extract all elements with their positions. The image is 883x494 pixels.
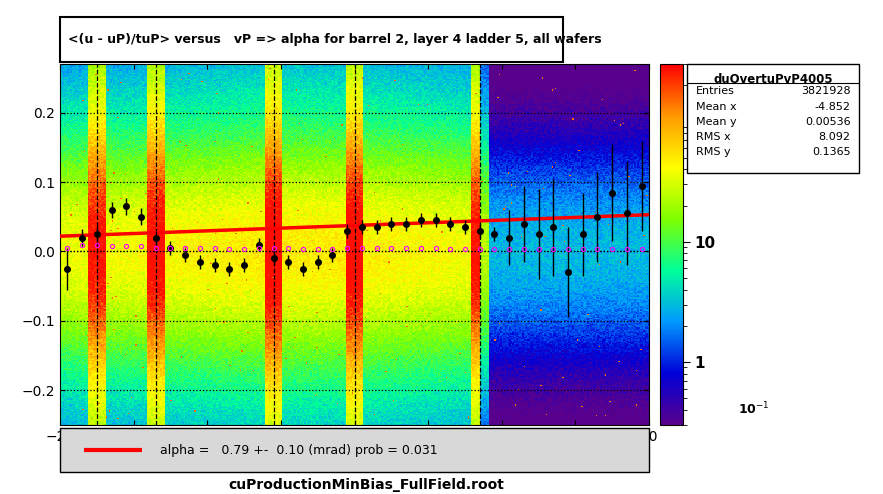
Text: 0.00536: 0.00536 bbox=[805, 117, 850, 127]
Text: 3821928: 3821928 bbox=[801, 86, 850, 96]
Text: duOvertuPvP4005: duOvertuPvP4005 bbox=[713, 73, 833, 86]
Text: alpha =   0.79 +-  0.10 (mrad) prob = 0.031: alpha = 0.79 +- 0.10 (mrad) prob = 0.031 bbox=[160, 444, 438, 456]
Text: 0.1365: 0.1365 bbox=[812, 147, 850, 157]
Text: cuProductionMinBias_FullField.root: cuProductionMinBias_FullField.root bbox=[229, 478, 504, 492]
Text: 8.092: 8.092 bbox=[819, 132, 850, 142]
Text: RMS y: RMS y bbox=[696, 147, 730, 157]
Text: -4.852: -4.852 bbox=[814, 102, 850, 112]
Text: 10$^{-1}$: 10$^{-1}$ bbox=[737, 401, 769, 417]
Text: Mean y: Mean y bbox=[696, 117, 736, 127]
Text: RMS x: RMS x bbox=[696, 132, 730, 142]
Text: <(u - uP)/tuP> versus   vP => alpha for barrel 2, layer 4 ladder 5, all wafers: <(u - uP)/tuP> versus vP => alpha for ba… bbox=[68, 33, 601, 46]
Text: Entries: Entries bbox=[696, 86, 735, 96]
Text: Mean x: Mean x bbox=[696, 102, 736, 112]
